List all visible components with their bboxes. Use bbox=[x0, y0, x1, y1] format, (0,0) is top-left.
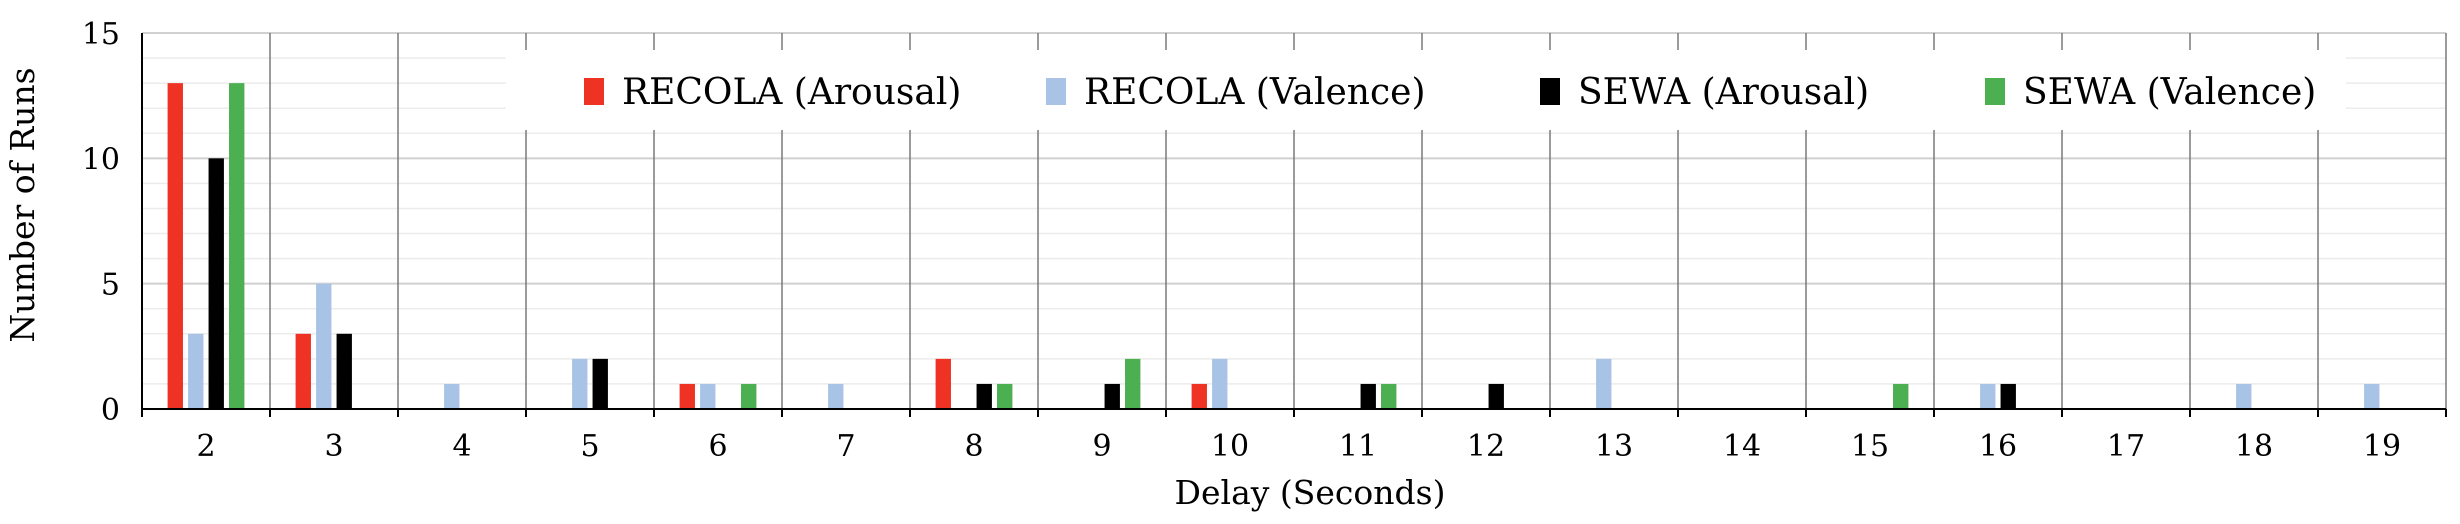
bar bbox=[997, 383, 1013, 409]
bar bbox=[592, 358, 608, 409]
y-axis-label: Number of Runs bbox=[3, 67, 42, 342]
x-tick-label: 15 bbox=[1851, 429, 1889, 464]
x-tick-label: 16 bbox=[1979, 429, 2017, 464]
bar bbox=[229, 83, 245, 409]
y-tick-label: 5 bbox=[101, 268, 120, 303]
bar bbox=[167, 83, 183, 409]
y-tick-labels: 0 5 10 15 bbox=[82, 17, 120, 428]
bar bbox=[572, 358, 588, 409]
x-tick-label: 7 bbox=[836, 429, 855, 464]
bar bbox=[316, 283, 332, 409]
x-tick-label: 4 bbox=[452, 429, 471, 464]
bar bbox=[1488, 383, 1504, 409]
bar bbox=[1596, 358, 1612, 409]
bar bbox=[336, 333, 352, 409]
bar bbox=[1125, 358, 1141, 409]
x-tick-label: 17 bbox=[2107, 429, 2145, 464]
x-tick-label: 10 bbox=[1211, 429, 1249, 464]
x-tick-label: 18 bbox=[2235, 429, 2273, 464]
bar bbox=[2236, 383, 2252, 409]
x-tick-labels: 2 3 4 5 6 7 8 9 10 11 12 13 14 15 16 17 18 19 bbox=[196, 429, 2401, 464]
legend-entry-label: RECOLA (Valence) bbox=[1084, 72, 1426, 113]
bar bbox=[976, 383, 992, 409]
bar bbox=[2000, 383, 2016, 409]
x-tick-label: 19 bbox=[2363, 429, 2401, 464]
bars bbox=[167, 83, 2380, 409]
axes bbox=[141, 33, 2447, 417]
bar bbox=[1212, 358, 1228, 409]
legend-swatch bbox=[1985, 78, 2005, 105]
bar bbox=[741, 383, 757, 409]
x-tick-label: 12 bbox=[1467, 429, 1505, 464]
bar bbox=[188, 333, 204, 409]
bar bbox=[828, 383, 844, 409]
bar bbox=[679, 383, 695, 409]
x-tick-label: 13 bbox=[1595, 429, 1633, 464]
x-tick-label: 5 bbox=[580, 429, 599, 464]
bar bbox=[295, 333, 311, 409]
bar bbox=[1381, 383, 1397, 409]
x-tick-label: 8 bbox=[964, 429, 983, 464]
y-tick-label: 15 bbox=[82, 17, 120, 52]
x-tick-label: 11 bbox=[1339, 429, 1377, 464]
y-tick-label: 0 bbox=[101, 393, 120, 428]
y-tick-label: 10 bbox=[82, 142, 120, 177]
x-tick-label: 3 bbox=[324, 429, 343, 464]
x-axis-label: Delay (Seconds) bbox=[1175, 473, 1446, 512]
bar bbox=[1104, 383, 1120, 409]
legend-swatch bbox=[1540, 78, 1560, 105]
x-tick-label: 14 bbox=[1723, 429, 1761, 464]
bar bbox=[444, 383, 460, 409]
x-tick-label: 2 bbox=[196, 429, 215, 464]
legend: RECOLA (Arousal) RECOLA (Valence) SEWA (Ar… bbox=[506, 50, 2346, 130]
x-tick-label: 9 bbox=[1092, 429, 1111, 464]
bar bbox=[935, 358, 951, 409]
bar bbox=[1360, 383, 1376, 409]
bar bbox=[700, 383, 716, 409]
bar bbox=[1893, 383, 1909, 409]
bar bbox=[208, 158, 224, 409]
x-tick-label: 6 bbox=[708, 429, 727, 464]
legend-entry-label: SEWA (Valence) bbox=[2023, 72, 2316, 113]
legend-entry-label: SEWA (Arousal) bbox=[1578, 72, 1869, 113]
legend-background bbox=[506, 50, 2346, 130]
bar bbox=[1191, 383, 1207, 409]
legend-entry-label: RECOLA (Arousal) bbox=[622, 72, 961, 113]
legend-swatch bbox=[1046, 78, 1066, 105]
bar bbox=[2364, 383, 2380, 409]
legend-swatch bbox=[584, 78, 604, 105]
bar bbox=[1980, 383, 1996, 409]
